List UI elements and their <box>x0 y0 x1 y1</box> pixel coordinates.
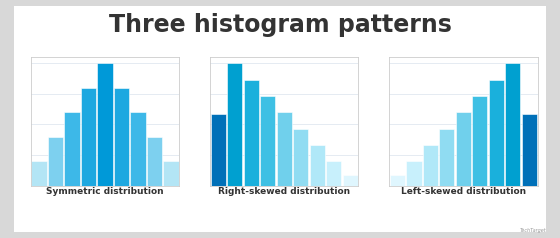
Bar <box>81 88 96 186</box>
Bar <box>277 112 292 186</box>
Bar <box>130 112 146 186</box>
Bar <box>31 161 46 186</box>
Bar <box>505 63 520 186</box>
Bar <box>456 112 471 186</box>
Bar <box>260 96 276 186</box>
Text: Three histogram patterns: Three histogram patterns <box>109 13 451 37</box>
Bar <box>114 88 129 186</box>
Bar <box>293 129 308 186</box>
Bar <box>423 145 438 186</box>
Bar <box>97 63 113 186</box>
Bar <box>407 161 422 186</box>
Bar <box>472 96 487 186</box>
Bar <box>147 137 162 186</box>
Bar <box>326 161 341 186</box>
Bar <box>164 161 179 186</box>
Bar <box>227 63 242 186</box>
Text: Symmetric distribution: Symmetric distribution <box>46 187 164 196</box>
Bar <box>343 175 358 186</box>
Bar <box>440 129 455 186</box>
Text: Right-skewed distribution: Right-skewed distribution <box>218 187 350 196</box>
Bar <box>211 114 226 186</box>
Bar <box>48 137 63 186</box>
Bar <box>64 112 80 186</box>
Bar <box>390 175 405 186</box>
Bar <box>522 114 537 186</box>
Text: TechTarget: TechTarget <box>519 228 546 233</box>
Text: Left-skewed distribution: Left-skewed distribution <box>401 187 526 196</box>
Bar <box>244 79 259 186</box>
Bar <box>310 145 325 186</box>
Bar <box>489 79 504 186</box>
